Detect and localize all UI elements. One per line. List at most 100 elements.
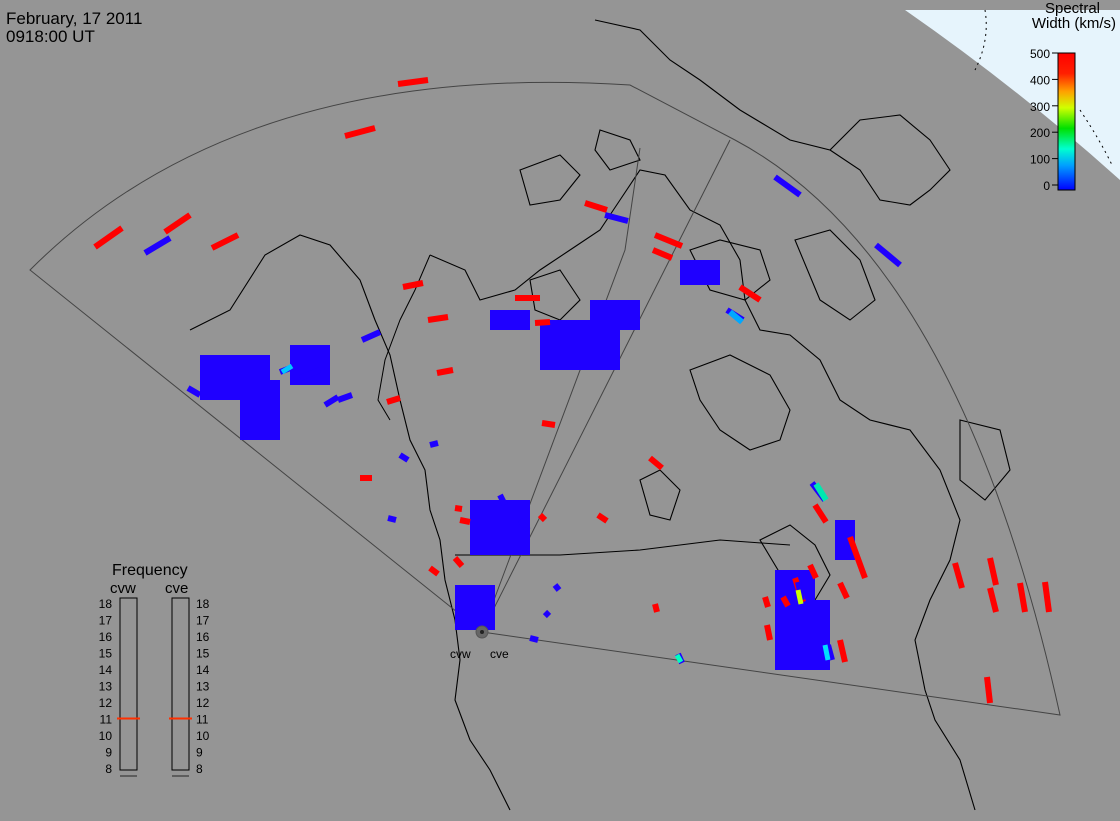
radar-site-center — [480, 630, 484, 634]
colorbar-tick-label: 100 — [1030, 153, 1050, 167]
echo-segment — [402, 280, 424, 290]
echo-segment — [186, 385, 202, 398]
echo-segment — [773, 174, 802, 198]
echo-segment — [459, 517, 471, 525]
frequency-title: Frequency — [112, 562, 188, 579]
frequency-scale-label-left: 9 — [105, 746, 112, 760]
frequency-scale-label-left: 13 — [99, 680, 113, 694]
echo-segment — [336, 392, 354, 403]
echo-segment — [651, 247, 674, 261]
echo-region — [240, 380, 280, 440]
coastlines — [189, 19, 1011, 811]
time-label: 0918:00 UT — [6, 27, 95, 46]
echo-segment — [497, 493, 508, 507]
frequency-scale-label-left: 17 — [99, 614, 113, 628]
echo-segment — [386, 395, 401, 405]
echo-segment — [813, 482, 829, 502]
echo-segment — [537, 512, 548, 523]
echo-segment — [93, 225, 124, 250]
echo-segment — [360, 329, 382, 343]
sky-dotted-line — [974, 9, 987, 71]
echo-segment — [454, 505, 463, 512]
echo-segment — [807, 563, 819, 580]
colorbar-gradient — [1057, 52, 1076, 191]
colorbar-title-line2: Width (km/s) — [1032, 15, 1116, 32]
echo-segment — [534, 319, 551, 326]
echo-region — [800, 600, 830, 670]
echo-segment — [323, 394, 340, 408]
echo-segment — [280, 363, 294, 375]
frequency-bar-right — [171, 597, 190, 771]
echo-segment — [552, 583, 562, 592]
echo-segment — [674, 653, 684, 664]
frequency-scale-label-left: 11 — [100, 713, 113, 727]
echo-segment — [429, 440, 439, 448]
echo-segment — [837, 581, 850, 600]
colorbar-tick-label: 300 — [1030, 100, 1050, 114]
echo-segment — [210, 232, 240, 251]
echo-segment — [517, 518, 531, 532]
echo-segment — [398, 452, 410, 463]
echo-segment — [397, 77, 429, 87]
colorbar-tick-label: 0 — [1043, 179, 1050, 193]
colorbar-title-line1: Spectral — [1045, 0, 1100, 17]
date-label: February, 17 2011 — [6, 9, 142, 28]
echo-segment — [529, 635, 539, 643]
echo-segment — [648, 455, 664, 471]
colorbar-tick-label: 200 — [1030, 126, 1050, 140]
echo-segment — [874, 242, 902, 268]
echo-segment — [825, 644, 835, 661]
echo-region — [455, 585, 495, 630]
echo-region — [590, 300, 640, 330]
frequency-scale-label-right: 8 — [196, 762, 203, 776]
frequency-scale-label-right: 16 — [196, 630, 210, 644]
echo-segment — [780, 595, 791, 608]
echo-segment — [428, 565, 440, 577]
colorbar: Spectral Width (km/s) 500 400 300 200 100 0 — [1030, 0, 1116, 193]
echo-segment — [1017, 582, 1028, 613]
echo-segment — [652, 603, 660, 613]
echo-segment — [387, 515, 397, 523]
echo-segment — [764, 624, 773, 641]
echo-segment — [143, 235, 172, 256]
echo-region — [470, 500, 530, 555]
echo-segment — [427, 314, 449, 323]
echo-segment — [987, 587, 999, 613]
frequency-left-station: cvw — [110, 580, 136, 597]
colorbar-tick-label: 500 — [1030, 47, 1050, 61]
frequency-scale-label-left: 16 — [99, 630, 113, 644]
echo-segment — [584, 200, 608, 213]
frequency-scale-label-right: 11 — [196, 713, 209, 727]
echo-segment — [762, 596, 771, 608]
colorbar-tick-label: 400 — [1030, 73, 1050, 87]
radar-site-label-west: cvw — [450, 647, 471, 661]
frequency-scale-label-right: 14 — [196, 663, 210, 677]
echo-segment — [822, 644, 831, 661]
echo-segment — [604, 212, 629, 224]
echo-segment — [837, 639, 848, 663]
echo-segment — [596, 512, 609, 524]
echo-segment — [163, 212, 192, 235]
frequency-panel: Frequency cvw cve 18 18 17 17 16 16 15 15 14 14 13… — [99, 562, 210, 777]
echo-segment — [542, 609, 552, 619]
frequency-scale-label-right: 15 — [196, 647, 210, 661]
frequency-scale-label-left: 14 — [99, 663, 113, 677]
frequency-scale-label-right: 18 — [196, 597, 210, 611]
echo-segment — [795, 589, 804, 605]
frequency-scale-label-left: 8 — [105, 762, 112, 776]
frequency-right-station: cve — [165, 580, 188, 597]
frequency-bar-left — [119, 597, 138, 771]
frequency-scale-label-right: 10 — [196, 729, 210, 743]
frequency-scale-label-left: 15 — [99, 647, 113, 661]
echo-segment — [541, 420, 556, 428]
echo-segment — [653, 232, 684, 249]
echo-segment — [1042, 581, 1052, 613]
echo-segment — [952, 562, 965, 589]
frequency-scale-label-left: 18 — [99, 597, 113, 611]
echo-region — [835, 520, 855, 560]
frequency-scale-label-right: 12 — [196, 696, 210, 710]
echo-segment — [452, 556, 465, 568]
radar-site-label-east: cve — [490, 647, 509, 661]
frequency-scale-label-right: 9 — [196, 746, 203, 760]
